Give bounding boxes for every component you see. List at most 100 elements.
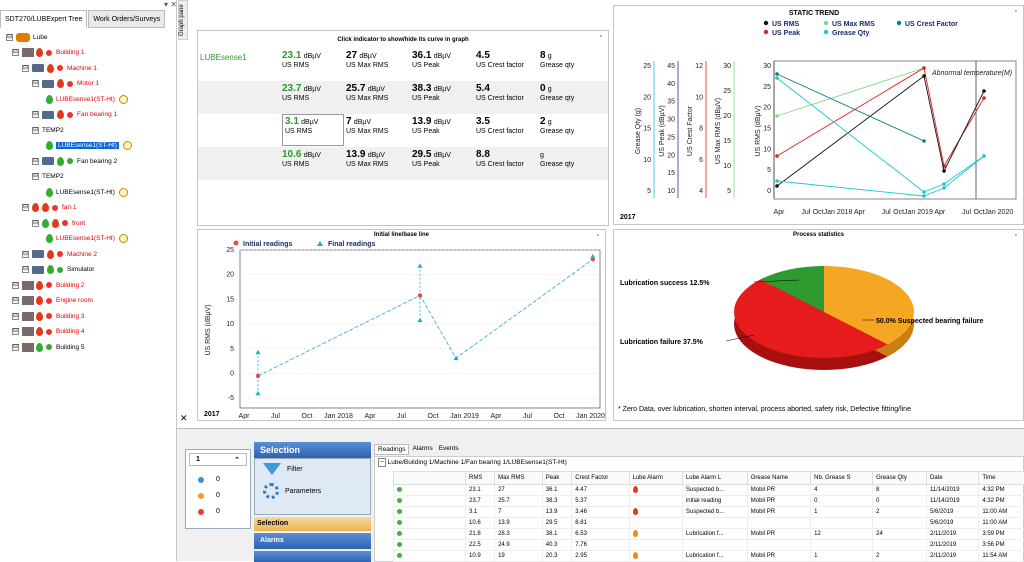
expand-icon[interactable]: ⊟ [22, 251, 29, 258]
expand-icon[interactable]: ⊟ [32, 220, 39, 227]
expand-icon[interactable]: ⊟ [12, 297, 19, 304]
column-header[interactable]: Peak [542, 472, 572, 485]
tree-node[interactable]: ⊟Lube [6, 31, 47, 43]
indicator-us-crest-factor[interactable]: 4.5 US Crest factor [476, 51, 524, 70]
panel-controls[interactable]: ▾ ✕ [150, 0, 177, 9]
schedule-icon[interactable] [119, 188, 128, 197]
expand-icon[interactable]: ⊟ [22, 204, 29, 211]
tab-readings[interactable]: Readings [374, 444, 409, 455]
expand-icon[interactable]: ⊟ [32, 80, 39, 87]
tree-node[interactable]: ⊟Engine room [12, 295, 93, 307]
filter-count-orange[interactable]: 0 [198, 492, 220, 499]
graph-pane-tab[interactable]: Graph pane [178, 0, 188, 40]
tree-node[interactable]: ⊟Building 1 [12, 47, 85, 59]
tree-node[interactable]: ⊟Building 4 [12, 326, 85, 338]
tree-node[interactable]: ⊟Machine 1 [22, 62, 97, 74]
tree-node[interactable]: ⊟Building 5 [12, 341, 85, 353]
expand-icon[interactable]: ⊟ [32, 111, 39, 118]
column-header[interactable]: Grease Qty [873, 472, 927, 485]
tree-node[interactable]: ⊟Building 3 [12, 310, 85, 322]
filter-count-red[interactable]: 0 [198, 508, 220, 515]
tree-node[interactable]: ⊟TEMP2 [32, 171, 64, 183]
tree-node[interactable]: ⊟Motor 1 [32, 78, 99, 90]
column-header[interactable]: Time [979, 472, 1024, 485]
tree-node[interactable]: ⊟TEMP2 [32, 124, 64, 136]
tab-alarms[interactable]: Alarms [409, 444, 435, 455]
parameters-button[interactable]: Parameters [263, 483, 321, 499]
alarms-bar[interactable]: Alarms [254, 533, 371, 549]
selection-bar[interactable]: Selection [254, 517, 371, 531]
column-header[interactable]: Date [927, 472, 979, 485]
expand-icon[interactable]: ⊟ [32, 173, 39, 180]
tree-node[interactable]: ⊟Fan bearing 1 [32, 109, 117, 121]
expand-icon[interactable]: ⊟ [6, 34, 13, 41]
nav-bar[interactable] [254, 551, 371, 562]
tree-node[interactable]: ⊟Fan bearing 2 [32, 155, 117, 167]
column-header[interactable]: Lube Alarm L [682, 472, 747, 485]
tree-node[interactable]: LUBEsense1(ST-Ht) [46, 93, 128, 105]
tree-node[interactable]: ⊟fan 1 [22, 202, 76, 214]
column-header[interactable]: Lube Alarm [629, 472, 682, 485]
tree-node[interactable]: LUBEsense1(ST-Ht) [46, 140, 132, 152]
filter-count-blue[interactable]: 0 [198, 476, 220, 483]
expand-icon[interactable]: ⊟ [22, 266, 29, 273]
filter-button[interactable]: Filter [263, 463, 303, 475]
expand-icon[interactable]: ⊟ [12, 344, 19, 351]
tree-node[interactable]: LUBEsense1(ST-Ht) [46, 233, 128, 245]
expand-icon[interactable]: ⊟ [32, 158, 39, 165]
process-stats-pie[interactable]: Lubrication success 12.5%Lubrication fai… [614, 230, 1024, 405]
expand-icon[interactable]: ⊟ [12, 282, 19, 289]
tree-node[interactable]: ⊟front [32, 217, 85, 229]
tab-work-orders[interactable]: Work Orders/Surveys [88, 10, 165, 28]
expand-icon[interactable]: ⊟ [12, 49, 19, 56]
schedule-icon[interactable] [123, 141, 132, 150]
filter-group-header[interactable]: 1⌃ [189, 453, 247, 466]
column-header[interactable]: Nb. Grease S [811, 472, 873, 485]
tab-lubexpert-tree[interactable]: SDT270/LUBExpert Tree [0, 10, 87, 28]
expand-icon[interactable]: ⊟ [32, 127, 39, 134]
column-header[interactable]: RMS [466, 472, 495, 485]
expand-icon[interactable]: ⊟ [22, 65, 29, 72]
indicator-us-crest-factor[interactable]: 3.5 US Crest factor [476, 117, 524, 136]
column-header[interactable]: Crest Factor [572, 472, 629, 485]
indicator-us-crest-factor[interactable]: 8.8 US Crest factor [476, 150, 524, 169]
expand-icon[interactable]: ⊟ [12, 328, 19, 335]
indicator-us-crest-factor[interactable]: 5.4 US Crest factor [476, 84, 524, 103]
tree-node[interactable]: LUBEsense1(ST-Ht) [46, 186, 128, 198]
maximize-icon[interactable]: ▫ [600, 34, 602, 40]
close-graphs-icon[interactable]: ✕ [180, 413, 188, 424]
schedule-icon[interactable] [119, 95, 128, 104]
tree-node[interactable]: ⊟Building 2 [12, 279, 85, 291]
expand-icon[interactable]: ⊟ [12, 313, 19, 320]
tree-node[interactable]: ⊟Simulator [22, 264, 94, 276]
column-header[interactable]: Grease Name [747, 472, 810, 485]
schedule-icon[interactable] [119, 234, 128, 243]
tab-events[interactable]: Events [436, 444, 462, 455]
column-header[interactable]: Max RMS [495, 472, 543, 485]
